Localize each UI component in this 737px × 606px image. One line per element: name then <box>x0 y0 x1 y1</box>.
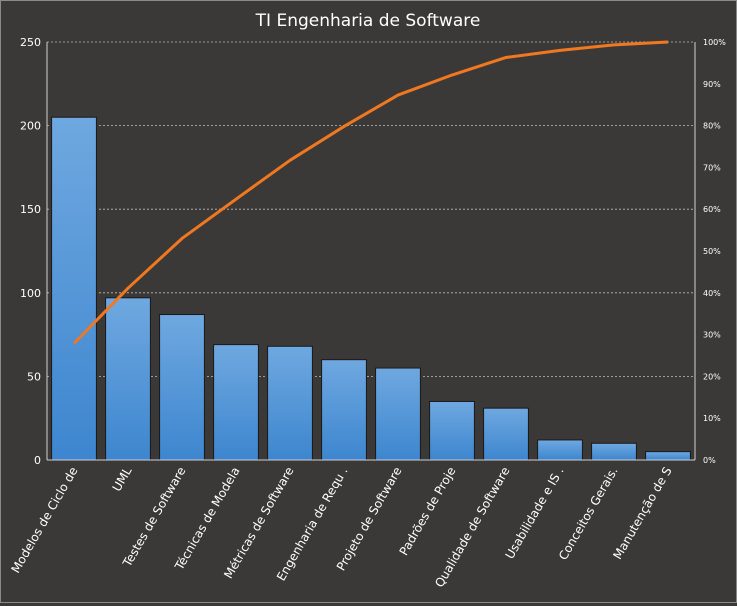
y2-tick-label: 30% <box>703 331 721 340</box>
y2-tick-label: 50% <box>703 247 721 256</box>
bar <box>322 360 367 460</box>
bar <box>268 346 313 460</box>
x-tick-label: Manutenção de S <box>610 465 674 562</box>
y-tick-label: 150 <box>20 203 41 216</box>
cumulative-line <box>74 42 668 343</box>
bar <box>646 452 691 460</box>
bar <box>592 443 637 460</box>
y2-tick-label: 70% <box>703 163 721 172</box>
chart-title: TI Engenharia de Software <box>255 11 481 31</box>
bar <box>376 368 421 460</box>
bar <box>538 440 583 460</box>
y-tick-label: 250 <box>20 36 41 49</box>
y2-tick-label: 100% <box>703 38 726 47</box>
y2-tick-label: 10% <box>703 414 721 423</box>
y-tick-label: 50 <box>27 370 41 383</box>
bar <box>484 408 529 460</box>
x-tick-label: Conceitos Gerais. <box>556 465 621 563</box>
y2-tick-label: 20% <box>703 372 721 381</box>
x-tick-label: Padrões de Proje <box>397 465 459 558</box>
y2-tick-label: 40% <box>703 289 721 298</box>
bar <box>430 401 475 460</box>
y-tick-label: 100 <box>20 287 41 300</box>
y-tick-label: 200 <box>20 120 41 133</box>
x-tick-label: UML <box>110 464 135 494</box>
bar <box>52 117 97 460</box>
bar <box>160 315 205 460</box>
bar <box>214 345 259 460</box>
y2-tick-label: 90% <box>703 80 721 89</box>
y2-tick-label: 60% <box>703 205 721 214</box>
x-tick-label: Modelos de Ciclo de <box>8 465 80 576</box>
x-tick-label: Usabilidade e IS . <box>503 465 567 562</box>
y2-tick-label: 0% <box>703 456 716 465</box>
bar <box>106 298 151 460</box>
y2-tick-label: 80% <box>703 122 721 131</box>
y-tick-label: 0 <box>34 454 41 467</box>
